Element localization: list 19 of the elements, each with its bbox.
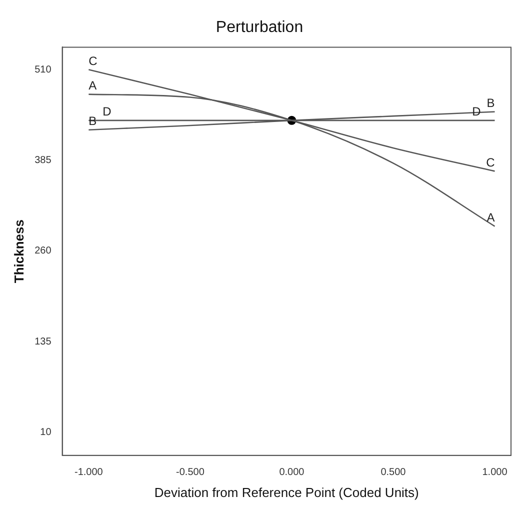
text: B [486,96,495,110]
y-tick-label: 510 [34,64,52,76]
series-label: C [486,155,496,170]
y-tick-label: 135 [34,336,52,348]
x-tick-label: 0.000 [279,467,305,478]
series-label: A [486,210,495,225]
chart-title: Perturbation [216,19,304,36]
x-tick-label: 1.000 [482,467,508,478]
series-label: D [102,104,112,119]
x-tick-label: -0.500 [176,467,205,478]
y-tick-label: 385 [34,155,52,166]
x-axis-title: Deviation from Reference Point (Coded Units) [154,484,419,500]
y-axis-title: Thickness [11,220,26,284]
y-tick-label: 260 [34,246,52,257]
text: A [88,78,97,93]
y-tick-label: 10 [40,426,52,438]
x-tick-label: 0.500 [380,467,406,478]
text: C [88,54,98,68]
x-tick-label: -1.000 [74,467,104,478]
